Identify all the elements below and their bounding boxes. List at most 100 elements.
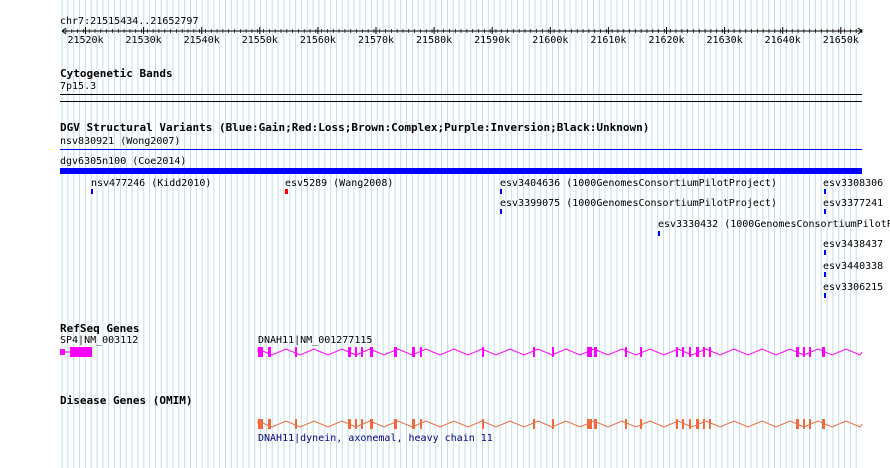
dgv-feature-label: esv3440338 [823, 261, 884, 272]
track-separator [60, 101, 862, 102]
exon [482, 347, 484, 357]
dgv-feature-bar[interactable] [824, 189, 826, 194]
exon [709, 347, 711, 357]
ruler-tick-label: 21550k [241, 35, 278, 46]
ruler-tick-label: 21520k [67, 35, 104, 46]
exon [822, 419, 825, 429]
dgv-feature-bar[interactable] [824, 250, 826, 255]
exon [370, 347, 373, 357]
exon [361, 419, 363, 429]
dgv-feature-label: dgv6305n100 (Coe2014) [60, 156, 187, 167]
ruler-tick-label: 21610k [590, 35, 627, 46]
dgv-feature-bar[interactable] [285, 189, 288, 194]
exon [689, 419, 691, 429]
ruler-tick-label: 21570k [357, 35, 395, 46]
track-title-omim: Disease Genes (OMIM) [60, 394, 193, 407]
ruler-arrow-right [857, 27, 863, 35]
ruler-axis[interactable] [0, 0, 890, 60]
exon [625, 419, 627, 429]
exon [796, 419, 799, 429]
dgv-feature-bar[interactable] [824, 293, 826, 298]
dgv-feature-bar[interactable] [824, 209, 826, 214]
exon [676, 419, 678, 429]
exon [809, 347, 811, 357]
exon [552, 347, 554, 357]
exon [482, 419, 484, 429]
dgv-feature-label: nsv830921 (Wong2007) [60, 136, 181, 147]
track-title-dgv: DGV Structural Variants (Blue:Gain;Red:L… [60, 121, 650, 134]
dgv-feature-bar[interactable] [500, 189, 502, 194]
omim-gene-label: DNAH11|dynein, axonemal, heavy chain 11 [258, 433, 493, 444]
exon [420, 347, 422, 357]
dgv-feature-bar[interactable] [824, 272, 826, 277]
exon [295, 347, 297, 357]
exon [348, 347, 351, 357]
exon [640, 419, 642, 429]
dgv-feature-bar[interactable] [658, 231, 660, 236]
exon [355, 419, 357, 429]
exon [394, 419, 397, 429]
exon [594, 419, 597, 429]
dgv-feature-bar[interactable] [91, 189, 93, 194]
exon [803, 419, 805, 429]
ruler-tick-label: 21590k [474, 35, 511, 46]
gene-model-omim-dnah11[interactable] [257, 419, 863, 429]
exon [552, 419, 554, 429]
exon [370, 419, 373, 429]
exon [60, 349, 65, 355]
exon [682, 419, 684, 429]
exon [703, 419, 705, 429]
dgv-feature-label: esv5289 (Wang2008) [285, 178, 394, 189]
dgv-feature-label-clip: esv3330432 (1000GenomesConsortiumPilotP [658, 219, 890, 231]
exon [822, 347, 825, 357]
exon [348, 419, 351, 429]
exon [703, 347, 705, 357]
cytoband-label: 7p15.3 [60, 81, 97, 92]
exon [412, 347, 415, 357]
exon [355, 347, 357, 357]
exon [70, 347, 92, 357]
gene-model-dnah11[interactable] [257, 347, 863, 357]
exon [258, 419, 263, 429]
dgv-feature-label: esv3438437 [823, 239, 884, 250]
dgv-feature-bar[interactable] [60, 149, 862, 150]
dgv-feature-label: nsv477246 (Kidd2010) [91, 178, 212, 189]
exon [696, 419, 699, 429]
exon [594, 347, 597, 357]
exon [412, 419, 415, 429]
exon [803, 347, 805, 357]
exon [394, 347, 397, 357]
exon [533, 419, 535, 429]
exon [361, 347, 363, 357]
dgv-feature-bar[interactable] [500, 209, 502, 214]
ruler-tick-label: 21560k [299, 35, 336, 46]
dgv-feature-label: esv3308306 [823, 178, 884, 189]
ruler-tick-label: 21630k [706, 35, 743, 46]
exon [640, 347, 642, 357]
ruler-tick-label: 21640k [764, 35, 801, 46]
track-title-cytoband: Cytogenetic Bands [60, 67, 173, 80]
exon [587, 419, 592, 429]
exon [682, 347, 684, 357]
ruler-tick-label: 21620k [648, 35, 685, 46]
ruler-tick-label: 21540k [183, 35, 220, 46]
exon [268, 347, 271, 357]
dgv-feature-bar[interactable] [60, 168, 862, 174]
exon [809, 419, 811, 429]
exon [709, 419, 711, 429]
ruler-tick-label: 21600k [532, 35, 569, 46]
exon [796, 347, 799, 357]
exon [625, 347, 627, 357]
exon [533, 347, 535, 357]
dgv-right-stack: esv3308306 esv3377241 esv3438437 esv3440… [823, 178, 890, 298]
cytoband-line[interactable] [60, 94, 862, 95]
track-title-refseq: RefSeq Genes [60, 322, 140, 335]
locus-label: chr7:21515434..21652797 [60, 16, 199, 27]
exon [258, 347, 263, 357]
exon [420, 419, 422, 429]
exon [587, 347, 592, 357]
gene-model-sp4[interactable] [60, 347, 92, 357]
exon [676, 347, 678, 357]
